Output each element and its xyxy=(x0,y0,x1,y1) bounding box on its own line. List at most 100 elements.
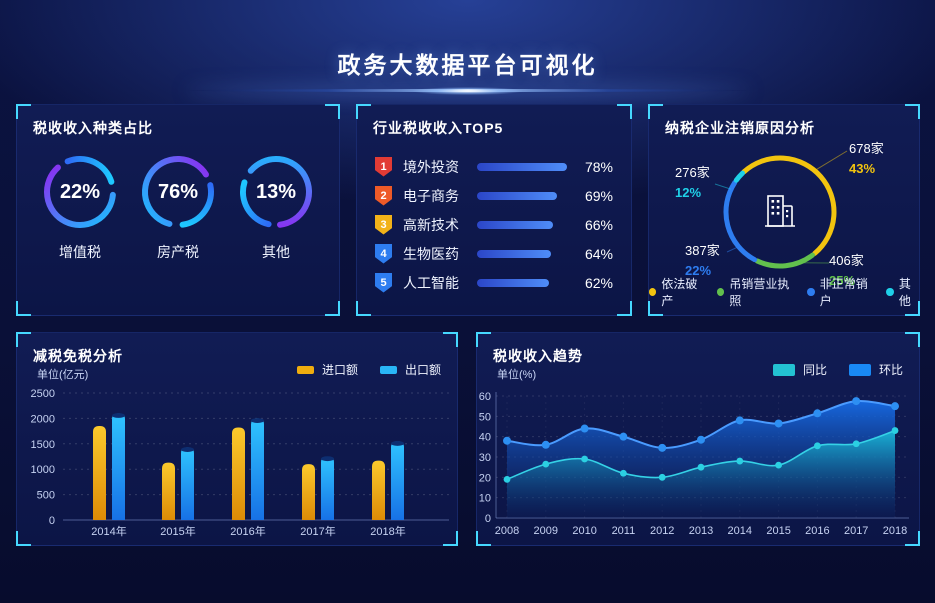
panel-corner xyxy=(16,104,31,119)
legend-item-import[interactable]: 进口额 xyxy=(296,361,358,378)
y-axis-tick: 2500 xyxy=(31,388,55,400)
yoy-point xyxy=(542,460,550,468)
ring-chart-vat: 22% 增值税 xyxy=(34,154,126,262)
legend-item-license-revoked[interactable]: 吊销营业执照 xyxy=(716,275,796,309)
y-axis-tick: 50 xyxy=(479,411,491,423)
top5-bar xyxy=(477,191,557,200)
ring-label: 增值税 xyxy=(59,244,101,260)
ring-svg xyxy=(240,156,313,228)
panel-corner xyxy=(325,104,340,119)
callout-count: 678家 xyxy=(849,141,884,156)
legend-label: 同比 xyxy=(802,363,827,377)
top5-bar-track xyxy=(477,191,567,200)
yoy-point xyxy=(697,463,705,471)
mom-point xyxy=(503,436,511,445)
legend-item-yoy[interactable]: 同比 xyxy=(772,361,827,378)
bar-cap xyxy=(181,447,194,452)
x-axis-tick: 2018年 xyxy=(370,524,405,538)
callout-other: 276家 12% xyxy=(675,163,710,203)
mom-point xyxy=(852,397,861,406)
x-axis-tick: 2008 xyxy=(495,525,519,537)
industry-label: 高新技术 xyxy=(403,216,459,233)
top5-row: 5 人工智能 62% xyxy=(357,268,631,297)
x-axis-tick: 2014 xyxy=(728,525,752,537)
callout-line xyxy=(814,150,848,172)
panel-corner xyxy=(325,301,340,316)
legend-label: 出口额 xyxy=(404,363,441,377)
bar-chart-svg: 0 500 1000 1500 2000 2500 2014年 2015年 2016年 2017年… xyxy=(31,388,449,538)
page-header: 政务大数据平台可视化 xyxy=(0,0,935,100)
legend-dot-icon xyxy=(649,288,657,296)
bar-cap xyxy=(251,418,264,423)
yoy-point xyxy=(891,427,899,434)
legend-label: 非正常销户 xyxy=(819,277,868,308)
callout-count: 406家 xyxy=(829,253,864,268)
legend-label: 依法破产 xyxy=(661,277,698,308)
yoy-point xyxy=(736,457,744,465)
export-bar xyxy=(112,413,125,520)
bar-chart-legend: 进口额 出口额 xyxy=(296,361,441,378)
top5-bar xyxy=(477,220,554,229)
legend-item-other[interactable]: 其他 xyxy=(886,275,921,309)
industry-percent: 62% xyxy=(584,274,613,291)
top5-bar xyxy=(477,278,549,287)
donut-ring xyxy=(140,154,216,230)
callout-abnormal-closure: 387家 22% xyxy=(685,241,720,281)
industry-label: 境外投资 xyxy=(403,158,459,175)
title-flare-decoration xyxy=(187,89,748,92)
yoy-point xyxy=(581,455,588,463)
mom-point xyxy=(697,435,705,444)
legend-dot-icon xyxy=(807,288,815,296)
ring-value: 22% xyxy=(59,181,101,203)
legend-item-export[interactable]: 出口额 xyxy=(379,361,441,378)
industry-label: 生物医药 xyxy=(403,245,459,262)
x-axis-tick: 2012 xyxy=(650,525,674,537)
legend-item-bankruptcy[interactable]: 依法破产 xyxy=(649,275,706,309)
trend-chart-legend: 同比 环比 xyxy=(772,361,903,378)
mom-point xyxy=(813,409,822,418)
callout-license-revoked: 406家 25% xyxy=(829,251,864,291)
top5-row: 2 电子商务 69% xyxy=(357,181,631,210)
callout-bankruptcy: 678家 43% xyxy=(849,139,884,179)
export-bar xyxy=(391,441,404,520)
import-swatch-icon xyxy=(296,365,314,374)
legend-item-mom[interactable]: 环比 xyxy=(848,361,903,378)
ring-arc xyxy=(44,164,116,228)
mom-point xyxy=(735,416,744,425)
industry-percent: 69% xyxy=(584,187,613,204)
y-axis-tick: 2000 xyxy=(31,413,55,425)
x-axis-tick: 2013 xyxy=(689,525,713,537)
legend-label: 其他 xyxy=(898,277,911,308)
top5-bar xyxy=(477,162,567,171)
legend-item-abnormal-closure[interactable]: 非正常销户 xyxy=(807,275,875,309)
x-axis-tick: 2015 xyxy=(766,525,790,537)
y-axis-tick: 1500 xyxy=(31,439,55,451)
import-bar xyxy=(162,462,175,520)
panel-corner xyxy=(648,301,663,316)
panel-title: 减税免税分析 xyxy=(33,348,123,364)
mom-point xyxy=(619,432,628,441)
panel-title: 行业税收收入TOP5 xyxy=(373,120,504,136)
export-bar xyxy=(321,456,334,520)
rank-badge-icon: 3 xyxy=(375,214,392,235)
export-swatch-icon xyxy=(379,365,397,374)
panel-tax-type-share: 税收收入种类占比 22% 增值税 76% 房产税 13% 其他 xyxy=(16,104,340,316)
callout-count: 276家 xyxy=(675,165,710,180)
export-bar xyxy=(251,418,264,520)
ring-value: 13% xyxy=(255,181,297,203)
grouped-bar-chart: 0 500 1000 1500 2000 2500 2014年 2015年 2016年 2017年… xyxy=(17,333,457,545)
industry-percent: 64% xyxy=(584,245,613,262)
panel-corner xyxy=(617,301,632,316)
ring-arc xyxy=(247,156,313,228)
rank-number: 2 xyxy=(380,189,387,202)
panel-corner xyxy=(356,301,371,316)
panel-corner xyxy=(16,332,31,347)
ring-chart-other: 13% 其他 xyxy=(230,154,322,262)
yoy-area xyxy=(507,430,895,518)
legend-label: 进口额 xyxy=(321,363,358,377)
y-axis-unit: 单位(%) xyxy=(497,369,537,381)
panel-corner xyxy=(16,301,31,316)
top5-list: 1 境外投资 78% 2 电子商务 69% 3 高新技术 66% 4 生物医药 xyxy=(357,152,631,297)
ring-value: 76% xyxy=(157,181,199,203)
y-axis-tick: 10 xyxy=(479,493,491,505)
